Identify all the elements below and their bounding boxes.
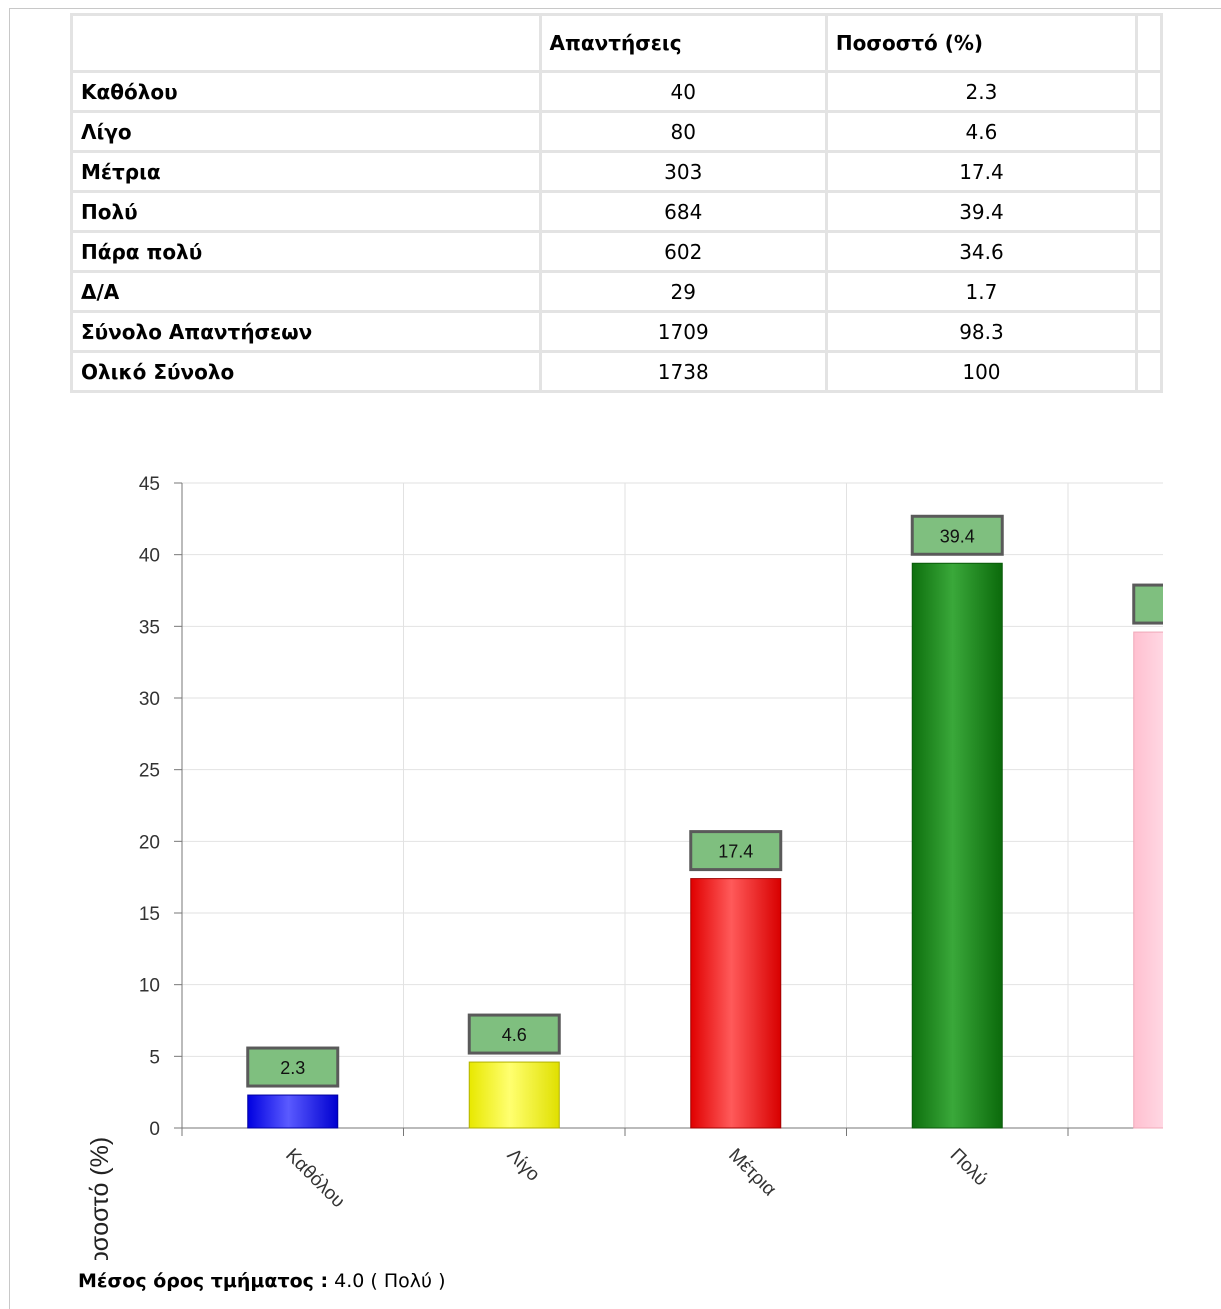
x-tick-label: Πολύ [946,1145,992,1191]
row-count: 29 [538,270,828,313]
bar [911,562,1003,1129]
row-label: Σύνολο Απαντήσεων [70,310,542,353]
row-count: 40 [538,70,828,113]
cut-off-heading [70,0,670,6]
table-header-row: Απαντήσεις Ποσοστό (%) [70,13,1163,73]
table-row: Ολικό Σύνολο 1738 100 [70,350,1163,393]
row-spacer [1135,70,1163,113]
data-label: 39.4 [940,526,975,546]
data-label: 4.6 [502,1025,527,1045]
bar [247,1094,339,1129]
data-label: 17.4 [718,842,753,862]
bar [1133,631,1163,1129]
row-spacer [1135,350,1163,393]
row-label: Ολικό Σύνολο [70,350,542,393]
mean-value: 4.0 ( Πολύ ) [334,1270,446,1292]
content-frame [9,8,1221,1309]
row-spacer [1135,190,1163,233]
y-tick-label: 15 [139,904,160,925]
y-tick-label: 10 [139,976,160,997]
bar [690,878,782,1129]
row-percentage: 2.3 [824,70,1139,113]
row-spacer [1135,150,1163,193]
table-row: Πάρα πολύ 602 34.6 [70,230,1163,273]
y-tick-label: 25 [139,761,160,782]
y-tick-label: 40 [139,546,160,567]
row-percentage: 1.7 [824,270,1139,313]
table-row: Δ/Α 29 1.7 [70,270,1163,313]
x-tick-label: Μέτρια [724,1145,780,1201]
bar [468,1061,560,1129]
header-empty [70,13,542,73]
table-row: Μέτρια 303 17.4 [70,150,1163,193]
y-tick-label: 5 [149,1047,160,1068]
x-tick-label: Λίγο [503,1145,544,1186]
y-tick-label: 20 [139,832,160,853]
data-label-box [1132,583,1163,625]
row-percentage: 34.6 [824,230,1139,273]
row-label: Δ/Α [70,270,542,313]
row-spacer [1135,230,1163,273]
header-spacer [1135,13,1163,73]
row-percentage: 100 [824,350,1139,393]
row-percentage: 4.6 [824,110,1139,153]
row-count: 80 [538,110,828,153]
table-row: Σύνολο Απαντήσεων 1709 98.3 [70,310,1163,353]
y-tick-label: 45 [139,474,160,495]
row-label: Καθόλου [70,70,542,113]
table-row: Λίγο 80 4.6 [70,110,1163,153]
data-label-box [689,830,783,872]
header-percentage: Ποσοστό (%) [824,13,1139,73]
table-row: Καθόλου 40 2.3 [70,70,1163,113]
y-tick-label: 0 [149,1119,160,1140]
data-label-box [910,514,1004,556]
row-spacer [1135,310,1163,353]
data-label: 2.3 [280,1058,305,1078]
y-tick-label: 30 [139,689,160,710]
row-label: Μέτρια [70,150,542,193]
row-percentage: 17.4 [824,150,1139,193]
row-count: 1738 [538,350,828,393]
results-table: Απαντήσεις Ποσοστό (%) Καθόλου 40 2.3 Λίγο 8… [70,13,1163,393]
row-count: 602 [538,230,828,273]
y-axis-title: Ποσοστό (%) [86,1137,114,1260]
row-label: Πολύ [70,190,542,233]
row-percentage: 98.3 [824,310,1139,353]
table-row: Πολύ 684 39.4 [70,190,1163,233]
row-count: 303 [538,150,828,193]
row-percentage: 39.4 [824,190,1139,233]
row-label: Πάρα πολύ [70,230,542,273]
department-mean: Μέσος όρος τμήματος : 4.0 ( Πολύ ) [78,1270,445,1292]
row-count: 1709 [538,310,828,353]
header-responses: Απαντήσεις [538,13,828,73]
data-label-box [467,1013,561,1055]
row-spacer [1135,270,1163,313]
x-tick-label: Καθόλου [281,1145,348,1212]
y-tick-label: 35 [139,617,160,638]
mean-label: Μέσος όρος τμήματος : [78,1270,329,1292]
row-spacer [1135,110,1163,153]
row-count: 684 [538,190,828,233]
data-label-box [246,1046,340,1088]
row-label: Λίγο [70,110,542,153]
